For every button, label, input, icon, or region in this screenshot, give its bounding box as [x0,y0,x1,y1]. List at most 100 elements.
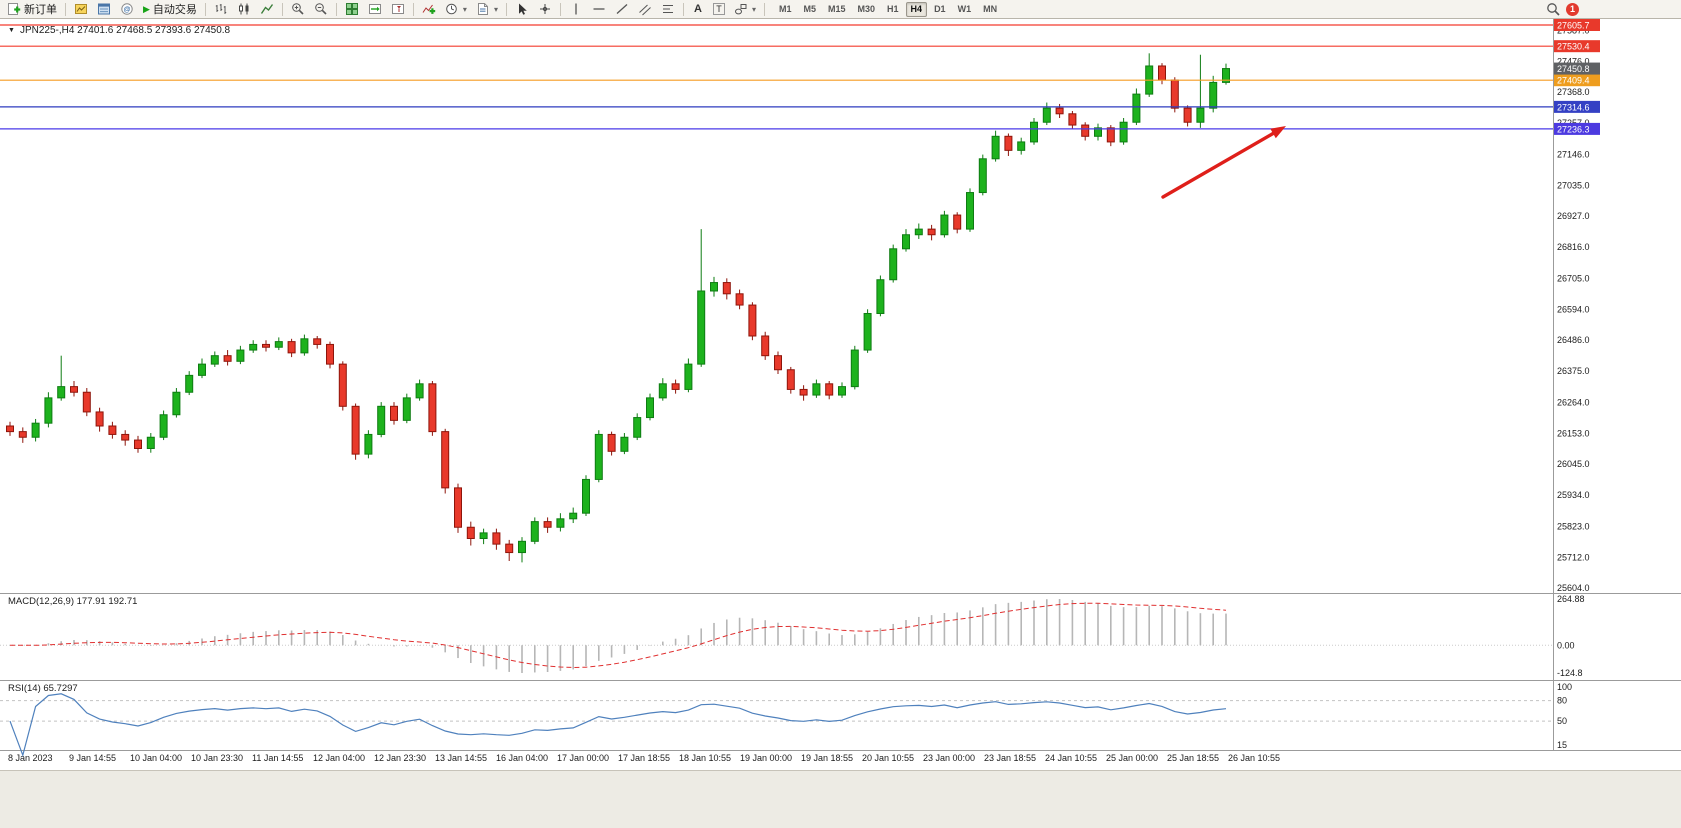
bars-chart-icon [215,4,227,14]
new-order-button[interactable]: 新订单 [3,1,61,18]
time-axis-label: 25 Jan 00:00 [1106,753,1158,763]
timeframe-button-m1[interactable]: M1 [778,3,792,14]
symbol-ohlc-text: JPN225-,H4 27401.6 27468.5 27393.6 27450… [19,25,231,36]
candle-body [799,388,808,396]
candle-body [428,383,437,433]
auto-scroll-button[interactable] [364,1,386,18]
candle-body [1042,107,1051,123]
periods-button[interactable]: ▾ [441,1,471,18]
candle-body [274,341,283,348]
candle-body [1094,127,1102,137]
bars-chart-button[interactable] [210,1,232,18]
candle-body [607,433,616,452]
cursor-button[interactable] [511,1,533,18]
indicators-button[interactable] [418,1,440,18]
autotrading-button[interactable]: ▶ 自动交易 [139,1,201,18]
time-axis-label: 10 Jan 04:00 [130,753,182,763]
candle-body [300,338,309,354]
candles-chart-icon [238,3,249,15]
candle-body [1068,113,1077,126]
trend-arrow-annotation[interactable] [1161,126,1286,199]
timeframe-button-d1[interactable]: D1 [934,3,946,14]
templates-button[interactable]: ▾ [472,1,502,18]
channel-button[interactable] [634,1,656,18]
candle-body [402,397,411,421]
candle-body [1081,124,1090,137]
candle-body [889,248,898,281]
metaeditor-button[interactable]: @ [116,1,138,18]
time-axis-label: 12 Jan 04:00 [313,753,365,763]
candle-body [377,405,386,435]
candle-body [940,214,949,236]
price-axis-label: 25604.0 [1557,583,1590,593]
svg-text:27409.4: 27409.4 [1557,76,1590,86]
toolbar-separator [682,2,684,16]
candles-chart-button[interactable] [233,1,255,18]
price-axis-label: 27146.0 [1557,149,1590,159]
search-button[interactable] [1542,1,1565,18]
text-label-button[interactable]: T [709,1,729,18]
vertical-line-button[interactable] [565,1,587,18]
timeframe-button-h1[interactable]: H1 [887,3,899,14]
candle-body [722,282,731,295]
macd-label: MACD(12,26,9) 177.91 192.71 [8,596,138,607]
time-axis-label: 8 Jan 2023 [8,753,53,763]
text-label-icon: T [713,3,725,15]
candle-body [146,436,155,449]
tile-windows-button[interactable] [341,1,363,18]
svg-text:27605.7: 27605.7 [1557,21,1590,31]
crosshair-button[interactable] [534,1,556,18]
rsi-axis-label: 15 [1557,740,1567,750]
candle-body [18,431,27,438]
timeframe-button-m15[interactable]: M15 [828,3,846,14]
timeframe-button-h4[interactable]: H4 [905,1,928,17]
timeframe-button-w1[interactable]: W1 [957,3,972,14]
timeframe-button-m5[interactable]: M5 [803,3,816,14]
trendline-button[interactable] [611,1,633,18]
price-axis-label: 27368.0 [1557,87,1590,97]
candle-body [210,355,219,365]
candle-body [543,521,552,528]
line-chart-button[interactable] [256,1,278,18]
candle-body [95,411,104,427]
candle-body [236,349,245,362]
symbol-dropdown-icon[interactable]: ▼ [8,27,15,34]
candle-body [978,158,987,194]
candle-body [582,478,590,514]
candle-body [415,383,424,399]
candle-body [466,526,475,540]
candle-body [505,543,514,554]
candle-body [6,425,14,433]
candle-body [569,512,578,520]
candle-body [1106,127,1115,143]
candle-body [914,228,923,236]
new-chart-button[interactable] [70,1,92,18]
notification-badge[interactable]: 1 [1566,2,1579,16]
candle-body [70,386,78,393]
price-axis-label: 25712.0 [1557,553,1590,563]
chart-shift-button[interactable] [387,1,409,18]
zoom-out-button[interactable] [310,1,332,18]
price-axis-label: 26705.0 [1557,273,1590,283]
time-axis-label: 11 Jan 14:55 [252,753,303,763]
metaeditor-icon: @ [121,3,133,15]
zoom-in-button[interactable] [287,1,309,18]
toolbar-separator [763,2,765,16]
time-axis-label: 17 Jan 18:55 [618,753,670,763]
candle-body [351,405,360,455]
market-watch-button[interactable] [93,1,115,18]
candle-body [313,338,322,345]
candle-body [1183,107,1192,123]
text-tool-button[interactable]: A [688,1,708,18]
timeframe-button-mn[interactable]: MN [983,3,998,14]
tile-windows-icon [345,3,358,15]
fibonacci-button[interactable] [657,1,679,18]
candle-body [697,290,706,365]
horizontal-line-button[interactable] [588,1,610,18]
timeframe-button-m30[interactable]: M30 [857,3,876,14]
shapes-button[interactable]: ▾ [730,1,760,18]
svg-text:27236.3: 27236.3 [1557,124,1590,134]
candle-body [108,425,117,435]
trendline-icon [616,4,628,14]
